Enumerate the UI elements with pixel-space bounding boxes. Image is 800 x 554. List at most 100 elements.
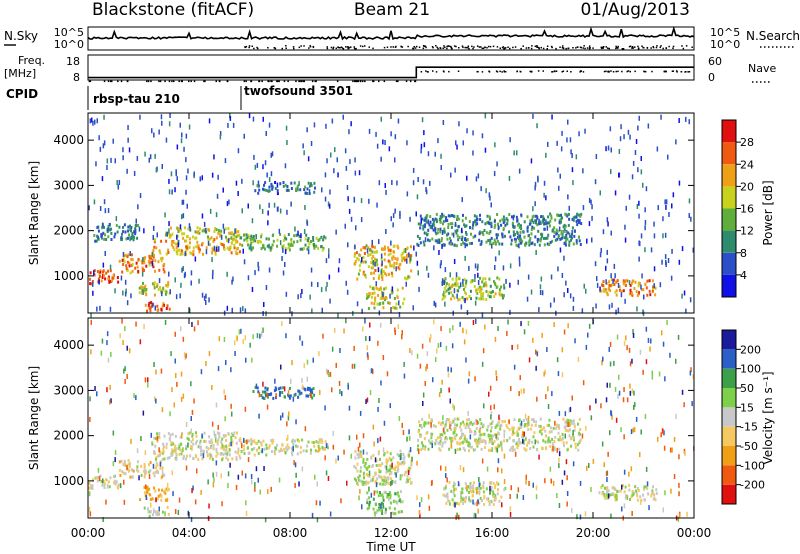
heatmap-cell	[675, 358, 677, 364]
heatmap-cell	[443, 286, 446, 290]
heatmap-cell	[118, 180, 121, 185]
heatmap-cell	[185, 133, 188, 139]
heatmap-cell	[168, 178, 170, 184]
heatmap-cell	[375, 281, 377, 287]
heatmap-cell	[420, 448, 423, 452]
heatmap-cell	[141, 261, 144, 265]
heatmap-cell	[639, 499, 642, 505]
heatmap-cell	[628, 484, 631, 487]
heatmap-cell	[492, 494, 495, 498]
heatmap-cell	[478, 441, 481, 445]
heatmap-cell	[90, 349, 92, 355]
heatmap-cell	[456, 144, 458, 150]
heatmap-cell	[667, 154, 669, 160]
heatmap-cell	[594, 261, 597, 267]
heatmap-cell	[441, 297, 444, 301]
heatmap-cell	[125, 264, 128, 268]
heatmap-cell	[323, 448, 326, 451]
heatmap-cell	[669, 352, 671, 358]
heatmap-cell	[144, 151, 146, 157]
heatmap-cell	[448, 447, 451, 451]
heatmap-cell	[375, 258, 378, 262]
heatmap-cell	[459, 422, 462, 426]
heatmap-cell	[379, 457, 381, 461]
heatmap-cell	[442, 214, 445, 218]
heatmap-cell	[535, 250, 537, 255]
heatmap-cell	[157, 512, 160, 515]
heatmap-cell	[358, 476, 360, 482]
heatmap-cell	[490, 414, 492, 420]
heatmap-cell	[474, 376, 476, 382]
heatmap-cell	[491, 243, 493, 249]
heatmap-cell	[646, 293, 649, 297]
heatmap-cell	[429, 180, 431, 186]
heatmap-cell	[372, 277, 375, 280]
heatmap-cell	[575, 241, 578, 245]
heatmap-cell	[487, 433, 490, 437]
heatmap-cell	[120, 275, 123, 281]
heatmap-cell	[500, 440, 503, 444]
heatmap-cell	[453, 243, 456, 247]
heatmap-cell	[606, 491, 609, 494]
heatmap-cell	[213, 430, 215, 436]
heatmap-cell	[394, 512, 397, 516]
heatmap-cell	[118, 468, 121, 472]
heatmap-cell	[107, 277, 110, 281]
heatmap-cell	[215, 450, 218, 454]
heatmap-cell	[547, 439, 550, 443]
y-tick-label: 3000	[53, 383, 84, 397]
heatmap-cell	[148, 470, 151, 474]
heatmap-cell	[234, 250, 237, 254]
heatmap-cell	[489, 422, 492, 426]
heatmap-cell	[151, 128, 153, 134]
heatmap-cell	[632, 492, 635, 496]
heatmap-cell	[458, 437, 461, 441]
heatmap-cell	[452, 484, 455, 488]
heatmap-cell	[564, 224, 567, 228]
heatmap-cell	[427, 151, 430, 157]
heatmap-cell	[198, 278, 200, 284]
heatmap-cell	[225, 448, 228, 452]
heatmap-cell	[241, 243, 244, 247]
heatmap-cell	[532, 220, 535, 224]
heatmap-cell	[487, 239, 490, 242]
heatmap-cell	[213, 230, 216, 233]
heatmap-cell	[96, 270, 99, 273]
heatmap-cell	[221, 437, 224, 441]
heatmap-cell	[159, 286, 161, 289]
heatmap-cell	[550, 214, 553, 218]
heatmap-cell	[397, 324, 400, 330]
heatmap-cell	[646, 279, 649, 283]
heatmap-cell	[673, 437, 676, 442]
heatmap-cell	[266, 392, 269, 398]
heatmap-cell	[275, 393, 277, 399]
heatmap-cell	[558, 447, 561, 451]
heatmap-cell	[258, 239, 261, 243]
heatmap-cell	[181, 267, 183, 273]
nave-label: Nave	[748, 62, 776, 75]
heatmap-cell	[103, 140, 106, 146]
heatmap-cell	[471, 422, 474, 426]
heatmap-cell	[444, 295, 447, 299]
heatmap-cell	[476, 489, 478, 495]
heatmap-cell	[522, 495, 525, 500]
heatmap-cell	[614, 495, 617, 498]
heatmap-cell	[486, 428, 489, 432]
heatmap-cell	[195, 236, 198, 240]
date-label: 01/Aug/2013	[580, 0, 690, 20]
heatmap-cell	[298, 481, 300, 487]
heatmap-cell	[684, 451, 686, 456]
heatmap-cell	[403, 373, 406, 379]
heatmap-cell	[460, 304, 463, 310]
heatmap-cell	[579, 480, 582, 486]
heatmap-cell	[158, 432, 161, 435]
heatmap-cell	[167, 281, 170, 285]
heatmap-cell	[504, 223, 507, 227]
heatmap-cell	[156, 432, 158, 436]
heatmap-cell	[525, 448, 528, 452]
heatmap-cell	[404, 258, 407, 262]
heatmap-cell	[363, 481, 366, 484]
heatmap-cell	[671, 248, 673, 254]
heatmap-cell	[183, 232, 185, 236]
heatmap-cell	[240, 236, 243, 240]
